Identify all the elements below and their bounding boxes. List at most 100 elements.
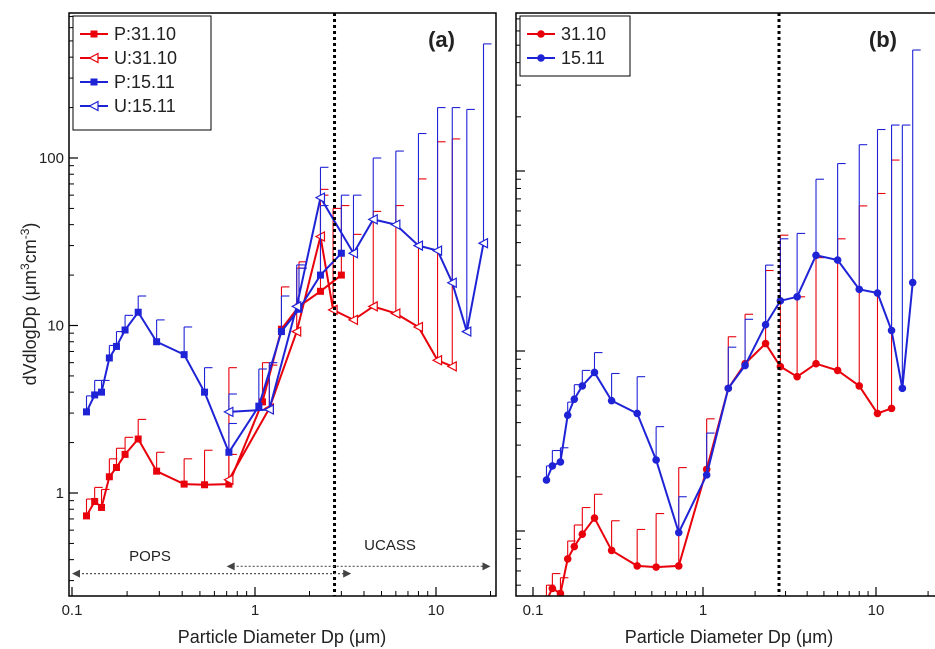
panel-a-x-axis-title-close: ): [380, 627, 386, 647]
data-point: [855, 285, 864, 294]
panel-a-x-axis-title: Particle Diameter Dp (μm): [178, 627, 386, 647]
data-point: [134, 308, 142, 316]
data-point: [633, 409, 641, 418]
series-line: [547, 341, 892, 596]
data-point: [98, 503, 106, 511]
legend-marker-2: [90, 78, 98, 86]
range-arrow-left-0: [72, 569, 80, 578]
data-point: [347, 247, 359, 259]
data-point: [314, 192, 326, 204]
legend-marker-1: [537, 54, 545, 62]
data-point: [873, 289, 882, 297]
data-point: [258, 398, 266, 406]
data-point: [543, 597, 551, 605]
data-point: [290, 326, 302, 338]
data-point: [724, 384, 733, 393]
data-point: [702, 471, 711, 479]
data-point: [316, 271, 324, 279]
panel-b-legend-box: [519, 15, 631, 77]
panel-b-x-axis-title-text: Particle Diameter Dp (: [625, 627, 802, 647]
series-line: [85, 274, 342, 517]
data-point: [812, 251, 820, 260]
y-axis-title-close: ): [20, 223, 40, 229]
data-point: [761, 320, 770, 329]
data-point: [873, 409, 882, 418]
data-point: [833, 256, 842, 264]
data-point: [652, 563, 660, 571]
data-point: [225, 448, 233, 456]
y-axis-title-text: dVdlogDp (: [20, 295, 40, 385]
data-point: [91, 497, 99, 505]
panel-b-frame: [515, 12, 935, 597]
data-point: [793, 372, 801, 381]
data-point: [908, 278, 917, 287]
data-point: [556, 458, 565, 466]
annotation-pops: POPS: [129, 548, 171, 565]
data-point: [412, 240, 424, 252]
data-point: [112, 342, 120, 350]
data-point: [793, 293, 801, 301]
series-a-2: [82, 194, 350, 456]
data-point: [590, 368, 599, 377]
data-point: [367, 213, 378, 225]
data-point: [887, 404, 896, 413]
data-point: [91, 391, 99, 399]
panel-a-legend: P:31.10 U:31.10 P:15.11 U:15.11: [72, 15, 212, 131]
data-point: [741, 361, 749, 370]
range-arrow-right-0: [343, 569, 352, 578]
y-axis-cm: cm: [20, 239, 40, 263]
data-point: [337, 249, 345, 257]
data-point: [367, 300, 378, 312]
data-point: [542, 476, 551, 484]
data-point: [255, 402, 263, 410]
data-point: [833, 366, 842, 375]
data-point: [548, 584, 557, 593]
panel-a-frame: [68, 12, 497, 597]
data-point: [461, 326, 472, 338]
data-point: [570, 542, 579, 551]
panel-b-plot-area: [542, 49, 921, 605]
legend-label-0: P:31.10: [114, 24, 176, 44]
legend-marker-0: [90, 30, 98, 38]
panel-a-ranges: [72, 562, 491, 578]
panel-a-x-tick-label-2: 10: [428, 602, 445, 619]
data-point: [316, 287, 324, 295]
legend-label-0: 31.10: [561, 24, 606, 44]
data-point: [112, 463, 120, 471]
data-point: [337, 271, 345, 279]
legend-label-3: U:15.11: [114, 96, 176, 116]
annotation-ucass: UCASS: [364, 537, 416, 554]
data-point: [548, 462, 557, 470]
panel-b-x-axis-unit: μm: [802, 627, 827, 647]
range-arrow-left-1: [226, 562, 235, 571]
series-a-3: [223, 43, 492, 418]
data-point: [390, 307, 401, 319]
y-axis-exp-2: -3: [18, 228, 32, 239]
data-point: [674, 562, 683, 570]
data-point: [263, 404, 274, 416]
data-point: [898, 384, 907, 393]
data-point: [98, 388, 106, 396]
data-point: [134, 435, 142, 443]
panel-a-label: (a): [428, 27, 455, 52]
panel-a-ticks: 0.1 1 10 1 10 100: [39, 15, 491, 619]
data-point: [277, 328, 285, 336]
series-line: [545, 254, 914, 536]
y-axis-exp-1: 3: [18, 263, 32, 270]
panel-a-y-tick-label-2: 100: [39, 150, 64, 167]
legend-label-1: 15.11: [561, 48, 605, 68]
data-point: [121, 326, 129, 334]
data-point: [153, 338, 161, 346]
data-point: [431, 245, 443, 257]
data-point: [570, 395, 579, 403]
panel-b-x-axis-title-close: ): [827, 627, 833, 647]
data-point: [82, 408, 90, 416]
data-point: [607, 396, 616, 405]
data-point: [225, 480, 233, 488]
data-point: [180, 351, 188, 359]
data-point: [105, 354, 113, 362]
panel-a-y-tick-label-0: 1: [56, 485, 64, 502]
data-point: [412, 321, 424, 333]
legend-label-2: P:15.11: [114, 72, 175, 92]
